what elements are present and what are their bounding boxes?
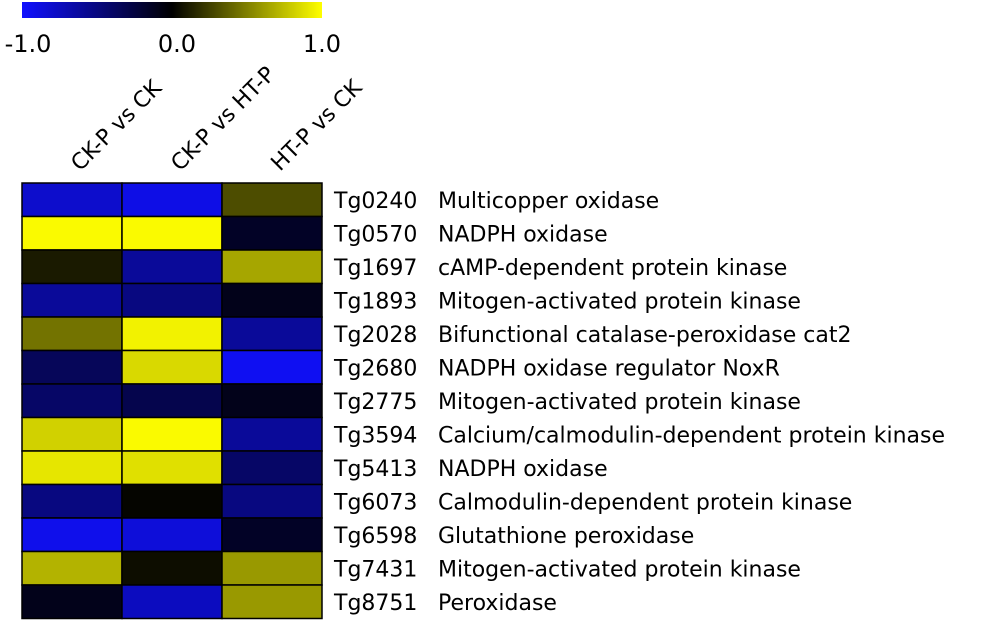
- heatmap-cell: [221, 416, 323, 452]
- colorbar-gradient: [22, 2, 322, 18]
- column-label: CK-P vs HT-P: [167, 62, 281, 176]
- colorbar-tick-mid: 0.0: [158, 30, 196, 58]
- row-labels: Tg0240 Multicopper oxidase Tg0570 NADPH oxi…: [333, 189, 945, 616]
- heatmap-cell: [221, 182, 323, 218]
- heatmap-cell: [121, 517, 223, 553]
- heatmap-cell: [21, 450, 123, 486]
- row-id-label: Tg2775: [333, 390, 417, 415]
- row-name-label: cAMP-dependent protein kinase: [438, 256, 787, 281]
- heatmap-cell: [21, 517, 123, 553]
- heatmap-cell: [221, 349, 323, 385]
- heatmap-cell: [21, 550, 123, 586]
- heatmap-cell: [221, 517, 323, 553]
- row-name-label: Calmodulin-dependent protein kinase: [438, 490, 852, 515]
- row-name-label: Peroxidase: [438, 591, 557, 616]
- row-name-label: Calcium/calmodulin-dependent protein kin…: [438, 423, 945, 448]
- heatmap-cell: [21, 349, 123, 385]
- heatmap-cells: [21, 182, 323, 620]
- heatmap-cell: [221, 383, 323, 419]
- heatmap-cell: [121, 416, 223, 452]
- heatmap-cell: [121, 316, 223, 352]
- heatmap-cell: [121, 584, 223, 620]
- row-name-label: NADPH oxidase regulator NoxR: [438, 356, 780, 381]
- column-labels: CK-P vs CK CK-P vs HT-PHT-P vs CK: [67, 62, 368, 176]
- column-label: CK-P vs CK: [67, 75, 168, 176]
- heatmap-cell: [21, 316, 123, 352]
- heatmap-cell: [121, 349, 223, 385]
- row-id-label: Tg1893: [333, 289, 417, 314]
- heatmap-cell: [221, 450, 323, 486]
- row-id-label: Tg1697: [333, 256, 417, 281]
- row-id-label: Tg7431: [333, 557, 417, 582]
- colorbar-tick-min: -1.0: [5, 30, 52, 58]
- heatmap-cell: [121, 282, 223, 318]
- column-label: HT-P vs CK: [267, 75, 368, 176]
- row-name-label: NADPH oxidase: [438, 457, 608, 482]
- heatmap-cell: [221, 483, 323, 519]
- heatmap-cell: [21, 282, 123, 318]
- heatmap-cell: [21, 483, 123, 519]
- row-id-label: Tg0570: [333, 222, 417, 247]
- row-name-label: Bifunctional catalase-peroxidase cat2: [438, 323, 852, 348]
- row-name-label: Multicopper oxidase: [438, 189, 659, 214]
- row-id-label: Tg6073: [333, 490, 417, 515]
- heatmap-cell: [21, 249, 123, 285]
- row-name-label: Mitogen-activated protein kinase: [438, 390, 801, 415]
- colorbar: -1.0 0.0 1.0: [5, 2, 341, 58]
- row-id-label: Tg3594: [333, 423, 417, 448]
- heatmap-cell: [121, 450, 223, 486]
- heatmap-cell: [221, 550, 323, 586]
- row-id-label: Tg0240: [333, 189, 417, 214]
- heatmap-cell: [221, 316, 323, 352]
- row-name-label: Mitogen-activated protein kinase: [438, 289, 801, 314]
- row-id-label: Tg2680: [333, 356, 417, 381]
- heatmap-cell: [221, 249, 323, 285]
- heatmap-cell: [221, 215, 323, 251]
- heatmap-cell: [121, 550, 223, 586]
- heatmap-cell: [121, 215, 223, 251]
- heatmap-cell: [221, 584, 323, 620]
- row-id-label: Tg6598: [333, 524, 417, 549]
- heatmap-cell: [121, 182, 223, 218]
- row-id-label: Tg8751: [333, 591, 417, 616]
- row-name-label: Mitogen-activated protein kinase: [438, 557, 801, 582]
- row-id-label: Tg2028: [333, 323, 417, 348]
- heatmap-cell: [121, 483, 223, 519]
- row-name-label: Glutathione peroxidase: [438, 524, 694, 549]
- heatmap-cell: [21, 584, 123, 620]
- row-id-label: Tg5413: [333, 457, 417, 482]
- heatmap-cell: [21, 182, 123, 218]
- heatmap-cell: [121, 249, 223, 285]
- heatmap-cell: [21, 383, 123, 419]
- heatmap-cell: [21, 215, 123, 251]
- colorbar-tick-max: 1.0: [303, 30, 341, 58]
- heatmap-cell: [221, 282, 323, 318]
- heatmap-cell: [121, 383, 223, 419]
- heatmap-cell: [21, 416, 123, 452]
- row-name-label: NADPH oxidase: [438, 222, 608, 247]
